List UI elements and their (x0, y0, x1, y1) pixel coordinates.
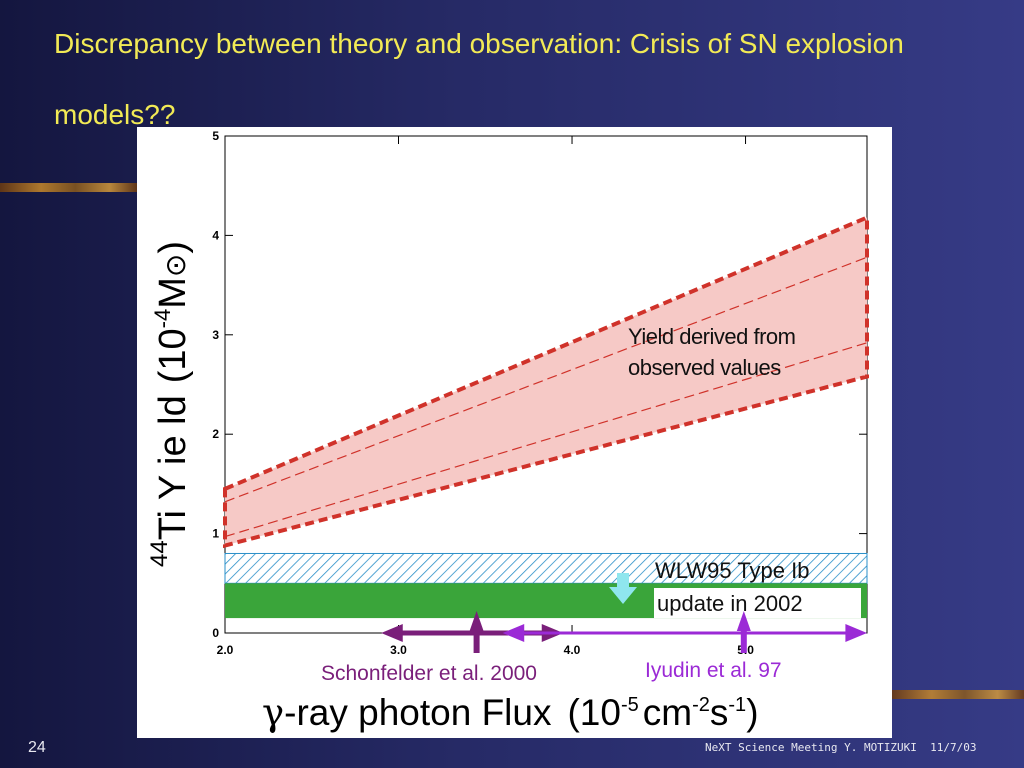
x-axis-label-s: s (710, 692, 729, 733)
y-tick-label-2: 2 (212, 427, 219, 441)
annotation-update-2002: update in 2002 (657, 591, 803, 616)
x-tick-label-1: 3.0 (390, 643, 407, 657)
y-axis-label-unit-open: (10 (152, 328, 194, 383)
slide-footer-note: NeXT Science Meeting Y. MOTIZUKI 11/7/03 (705, 741, 977, 754)
x-axis-label-cm: cm (643, 692, 692, 733)
x-axis-label-exp2: -2 (692, 694, 710, 716)
annotation-schonfelder: Schonfelder et al. 2000 (321, 662, 537, 685)
sun-symbol-icon: ⊙ (159, 254, 192, 277)
y-axis-label-main: Ti Y ie ld (152, 395, 194, 540)
y-tick-label-3: 3 (212, 328, 219, 342)
iyudin-range-center-up-arrow-icon (736, 611, 751, 631)
wlw95-hatched-band (224, 552, 868, 584)
x-axis-label-main: -ray photon Flux (284, 692, 552, 733)
y-axis-label-unit-close: ) (152, 241, 194, 254)
y-tick-label-0: 0 (212, 626, 219, 640)
y-axis-label-superscript: 44 (146, 540, 173, 567)
y-axis-label-exp: -4 (150, 309, 175, 329)
y-axis-label: 44Ti Y ie ld (10-4M⊙) (146, 241, 194, 567)
annotation-update-box (654, 588, 861, 618)
iyudin-range-marker (502, 611, 867, 653)
decorative-stripe-right (892, 690, 1024, 699)
x-axis-label-gamma: γ (262, 691, 284, 734)
x-axis-label-unit-close: ) (746, 692, 758, 733)
schon-range-center-up-arrow-icon (469, 611, 484, 631)
y-tick-label-5: 5 (212, 129, 219, 143)
annotation-yield-line1: Yield derived from (628, 324, 795, 349)
x-tick-label-0: 2.0 (217, 643, 234, 657)
x-axis-label-exp3: -1 (728, 694, 746, 716)
schon-range-left-arrowhead-icon (381, 624, 403, 642)
slide-title: Discrepancy between theory and observati… (54, 28, 904, 130)
yield-band-inner-lower-line (224, 342, 868, 538)
y-axis-ticks: 0 1 2 3 4 5 (212, 129, 867, 640)
x-axis-label-exp1: -5 (621, 694, 639, 716)
annotation-yield-line2: observed values (628, 355, 781, 380)
y-tick-label-1: 1 (212, 527, 219, 541)
schon-range-center-stem (473, 631, 480, 653)
y-tick-label-4: 4 (212, 228, 219, 242)
decorative-stripe-left (0, 183, 137, 192)
iyudin-range-right-arrowhead-icon (845, 624, 867, 642)
iyudin-range-center-stem (740, 631, 747, 653)
annotation-iyudin: Iyudin et al. 97 (645, 659, 782, 682)
x-axis-label-unit-open: (10 (567, 692, 620, 733)
x-tick-label-2: 4.0 (564, 643, 581, 657)
annotation-wlw95: WLW95 Type Ib (655, 558, 809, 583)
iyudin-range-left-arrowhead-icon (502, 624, 525, 642)
cyan-down-arrow-icon (609, 573, 637, 604)
x-axis-label: γ-ray photon Flux (10-5 cm-2s-1) (262, 691, 759, 734)
yield-band-inner-upper-line (224, 256, 868, 503)
y-axis-label-M: M (152, 277, 194, 309)
slide-page-number: 24 (28, 739, 46, 756)
yield-band-fill (223, 214, 869, 549)
